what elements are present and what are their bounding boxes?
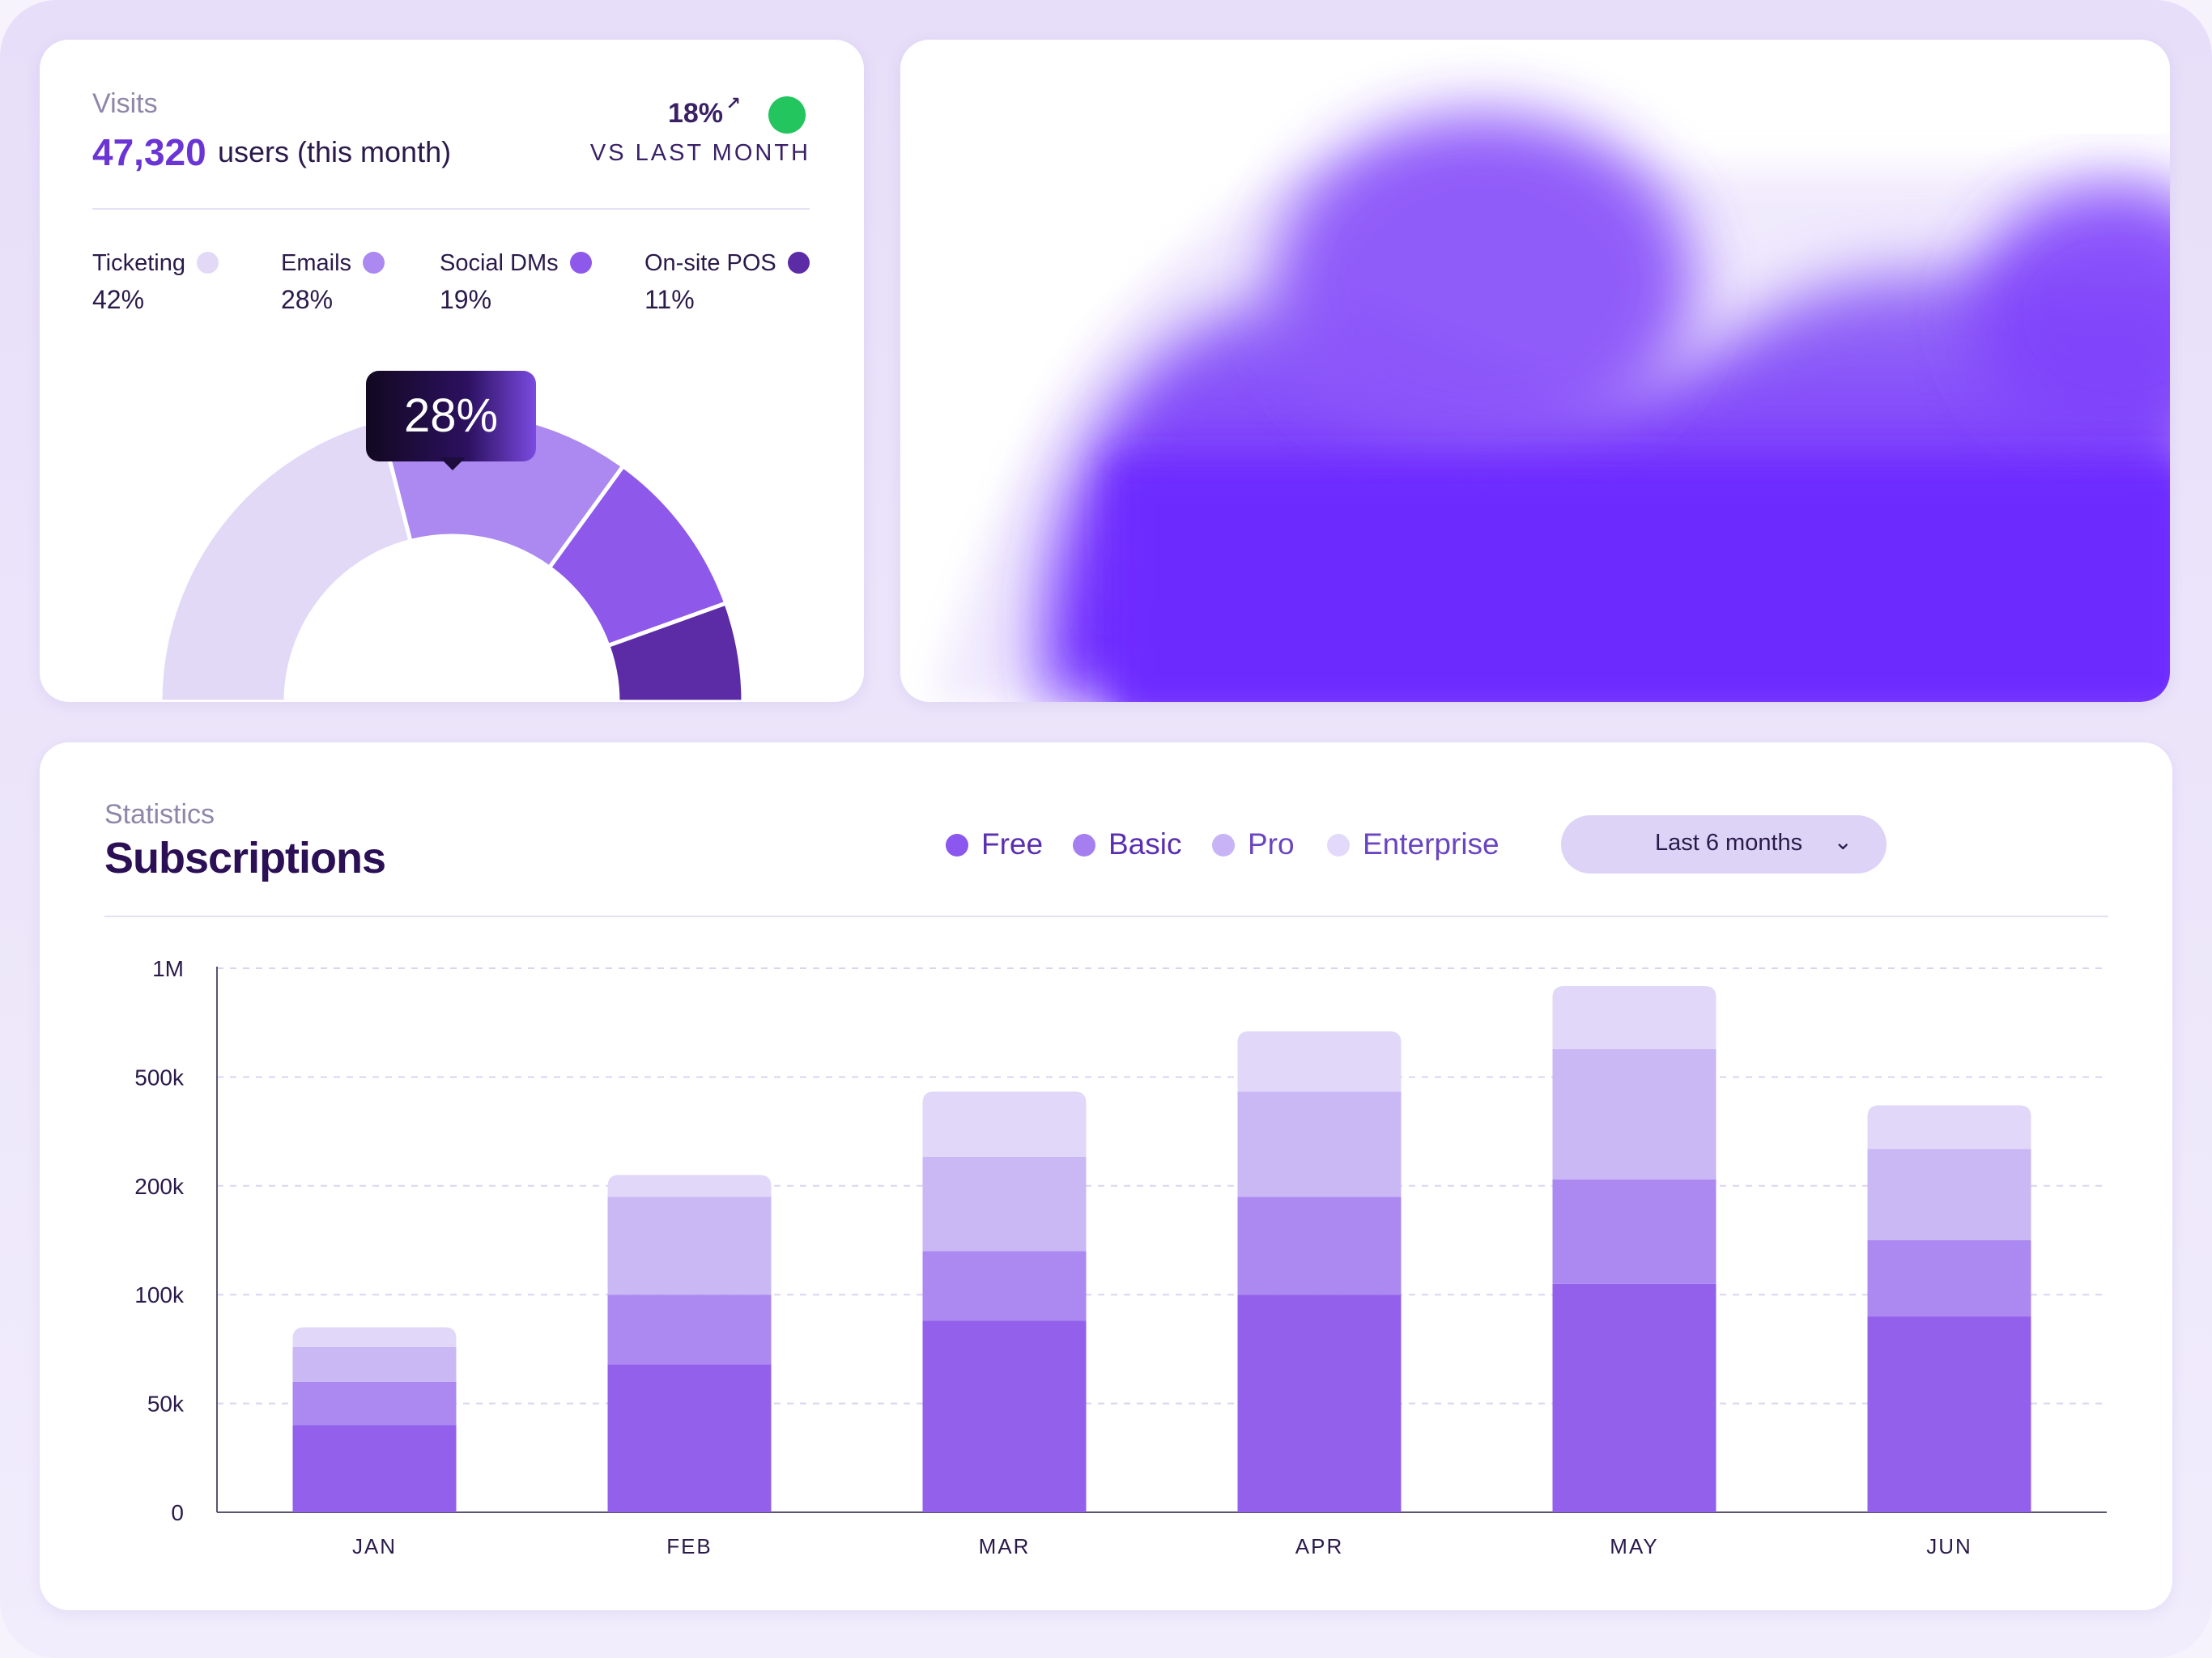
legend-dot [569,252,592,274]
trend-up-icon: ↗ [725,93,741,113]
legend-dot [946,834,968,857]
x-tick-label: MAR [979,1534,1031,1558]
bar-segment-free[interactable] [922,1320,1087,1512]
bar-segment-enterprise[interactable] [292,1327,457,1347]
legend-name: Emails [281,250,352,276]
legend-dot [787,252,810,274]
bar-segment-enterprise[interactable] [1552,986,1716,1049]
legend-name: Enterprise [1363,827,1499,861]
bar-segment-pro[interactable] [1237,1091,1402,1197]
bar-segment-basic[interactable] [292,1381,457,1426]
y-tick-label: 500k [134,1065,185,1090]
bar-segment-pro[interactable] [1867,1149,2031,1240]
status-dot [768,96,806,134]
legend-name: Social DMs [440,250,559,276]
bar-segment-free[interactable] [1237,1295,1402,1512]
bar-segment-enterprise[interactable] [607,1175,772,1197]
legend-item-pro: Pro [1212,827,1295,861]
legend-dot [1327,834,1350,857]
bar-segment-basic[interactable] [607,1295,772,1365]
legend-dot [363,252,385,274]
y-tick-label: 50k [147,1392,185,1417]
subscriptions-title: Subscriptions [104,834,386,882]
bar-segment-free[interactable] [607,1364,772,1512]
legend-name: Pro [1248,827,1295,861]
visits-label: Visits [92,88,158,119]
bar-segment-pro[interactable] [292,1346,457,1382]
legend-dot [1073,834,1095,857]
legend-item-on-site-pos: On-site POS 11% [644,250,810,315]
x-tick-label: MAY [1610,1534,1658,1558]
donut-segment-ticketing[interactable] [158,417,414,702]
abstract-purple-gradient-illustration [900,40,2170,702]
bar-segment-free[interactable] [1867,1316,2031,1512]
divider [104,916,2108,917]
tooltip-pointer [440,457,466,470]
bar-segment-basic[interactable] [1867,1240,2031,1317]
legend-pct: 19% [440,285,492,314]
vs-last-month-label: VS LAST MONTH [589,140,810,166]
highlight-tooltip: 28% [366,371,536,461]
visits-delta: 18% [667,98,723,129]
y-tick-label: 1M [152,956,184,981]
donut-segment-on-site-pos[interactable] [605,600,746,702]
bar-segment-enterprise[interactable] [1867,1105,2031,1150]
legend-pct: 28% [281,285,334,314]
legend-item-emails: Emails 28% [281,250,385,315]
legend-item-free: Free [946,827,1043,861]
bar-segment-pro[interactable] [1552,1048,1716,1180]
bar-segment-free[interactable] [292,1425,457,1512]
date-range-label: Last 6 months [1655,830,1803,856]
bar-segment-enterprise[interactable] [1237,1031,1402,1092]
date-range-dropdown[interactable]: Last 6 months ⌄ [1561,815,1887,874]
x-tick-label: JAN [352,1534,397,1558]
legend-dot [1212,834,1235,857]
legend-item-social-dms: Social DMs 19% [440,250,592,315]
bar-stack-jun[interactable] [1867,1105,2031,1512]
visits-suffix: users (this month) [218,135,452,168]
statistics-label: Statistics [104,799,215,830]
legend-pct: 42% [92,285,145,314]
legend-item-ticketing: Ticketing 42% [92,250,219,315]
visits-card: Visits 47,320 users (this month) 18% ↗ V… [40,40,864,702]
bar-stack-mar[interactable] [922,1091,1087,1512]
divider [92,208,810,210]
bar-stack-apr[interactable] [1237,1031,1402,1512]
bar-stack-jan[interactable] [292,1327,457,1512]
y-tick-label: 100k [134,1282,185,1307]
legend-item-enterprise: Enterprise [1327,827,1499,861]
x-tick-label: FEB [666,1534,713,1558]
hero-illustration-card [900,40,2170,702]
bar-segment-enterprise[interactable] [922,1091,1087,1157]
legend-pct: 11% [644,285,695,314]
y-tick-label: 200k [134,1174,185,1199]
legend-name: Free [981,827,1044,861]
visits-count: 47,320 [92,131,206,173]
chevron-down-icon: ⌄ [1833,829,1853,854]
legend-item-basic: Basic [1073,827,1181,861]
x-tick-label: APR [1295,1534,1343,1558]
subscriptions-bar-chart: 0 50k 100k 200k 500k 1M JAN FEB MAR APR MAY JUN [134,956,2107,1558]
legend-dot [196,252,219,274]
legend-name: On-site POS [644,250,776,276]
bar-segment-basic[interactable] [922,1251,1087,1321]
x-tick-label: JUN [1926,1534,1972,1558]
bar-segment-pro[interactable] [607,1197,772,1295]
y-tick-label: 0 [171,1500,184,1525]
legend-name: Ticketing [92,250,185,276]
bar-segment-basic[interactable] [1552,1179,1716,1284]
bar-stack-may[interactable] [1552,986,1716,1512]
bar-segment-basic[interactable] [1237,1197,1402,1295]
donut-chart [158,408,746,702]
subscriptions-card: Statistics Subscriptions Free Basic Pro … [40,742,2172,1610]
legend-name: Basic [1108,827,1182,861]
bar-stack-feb[interactable] [607,1175,772,1512]
bar-segment-free[interactable] [1552,1283,1716,1512]
bar-segment-pro[interactable] [922,1156,1087,1252]
